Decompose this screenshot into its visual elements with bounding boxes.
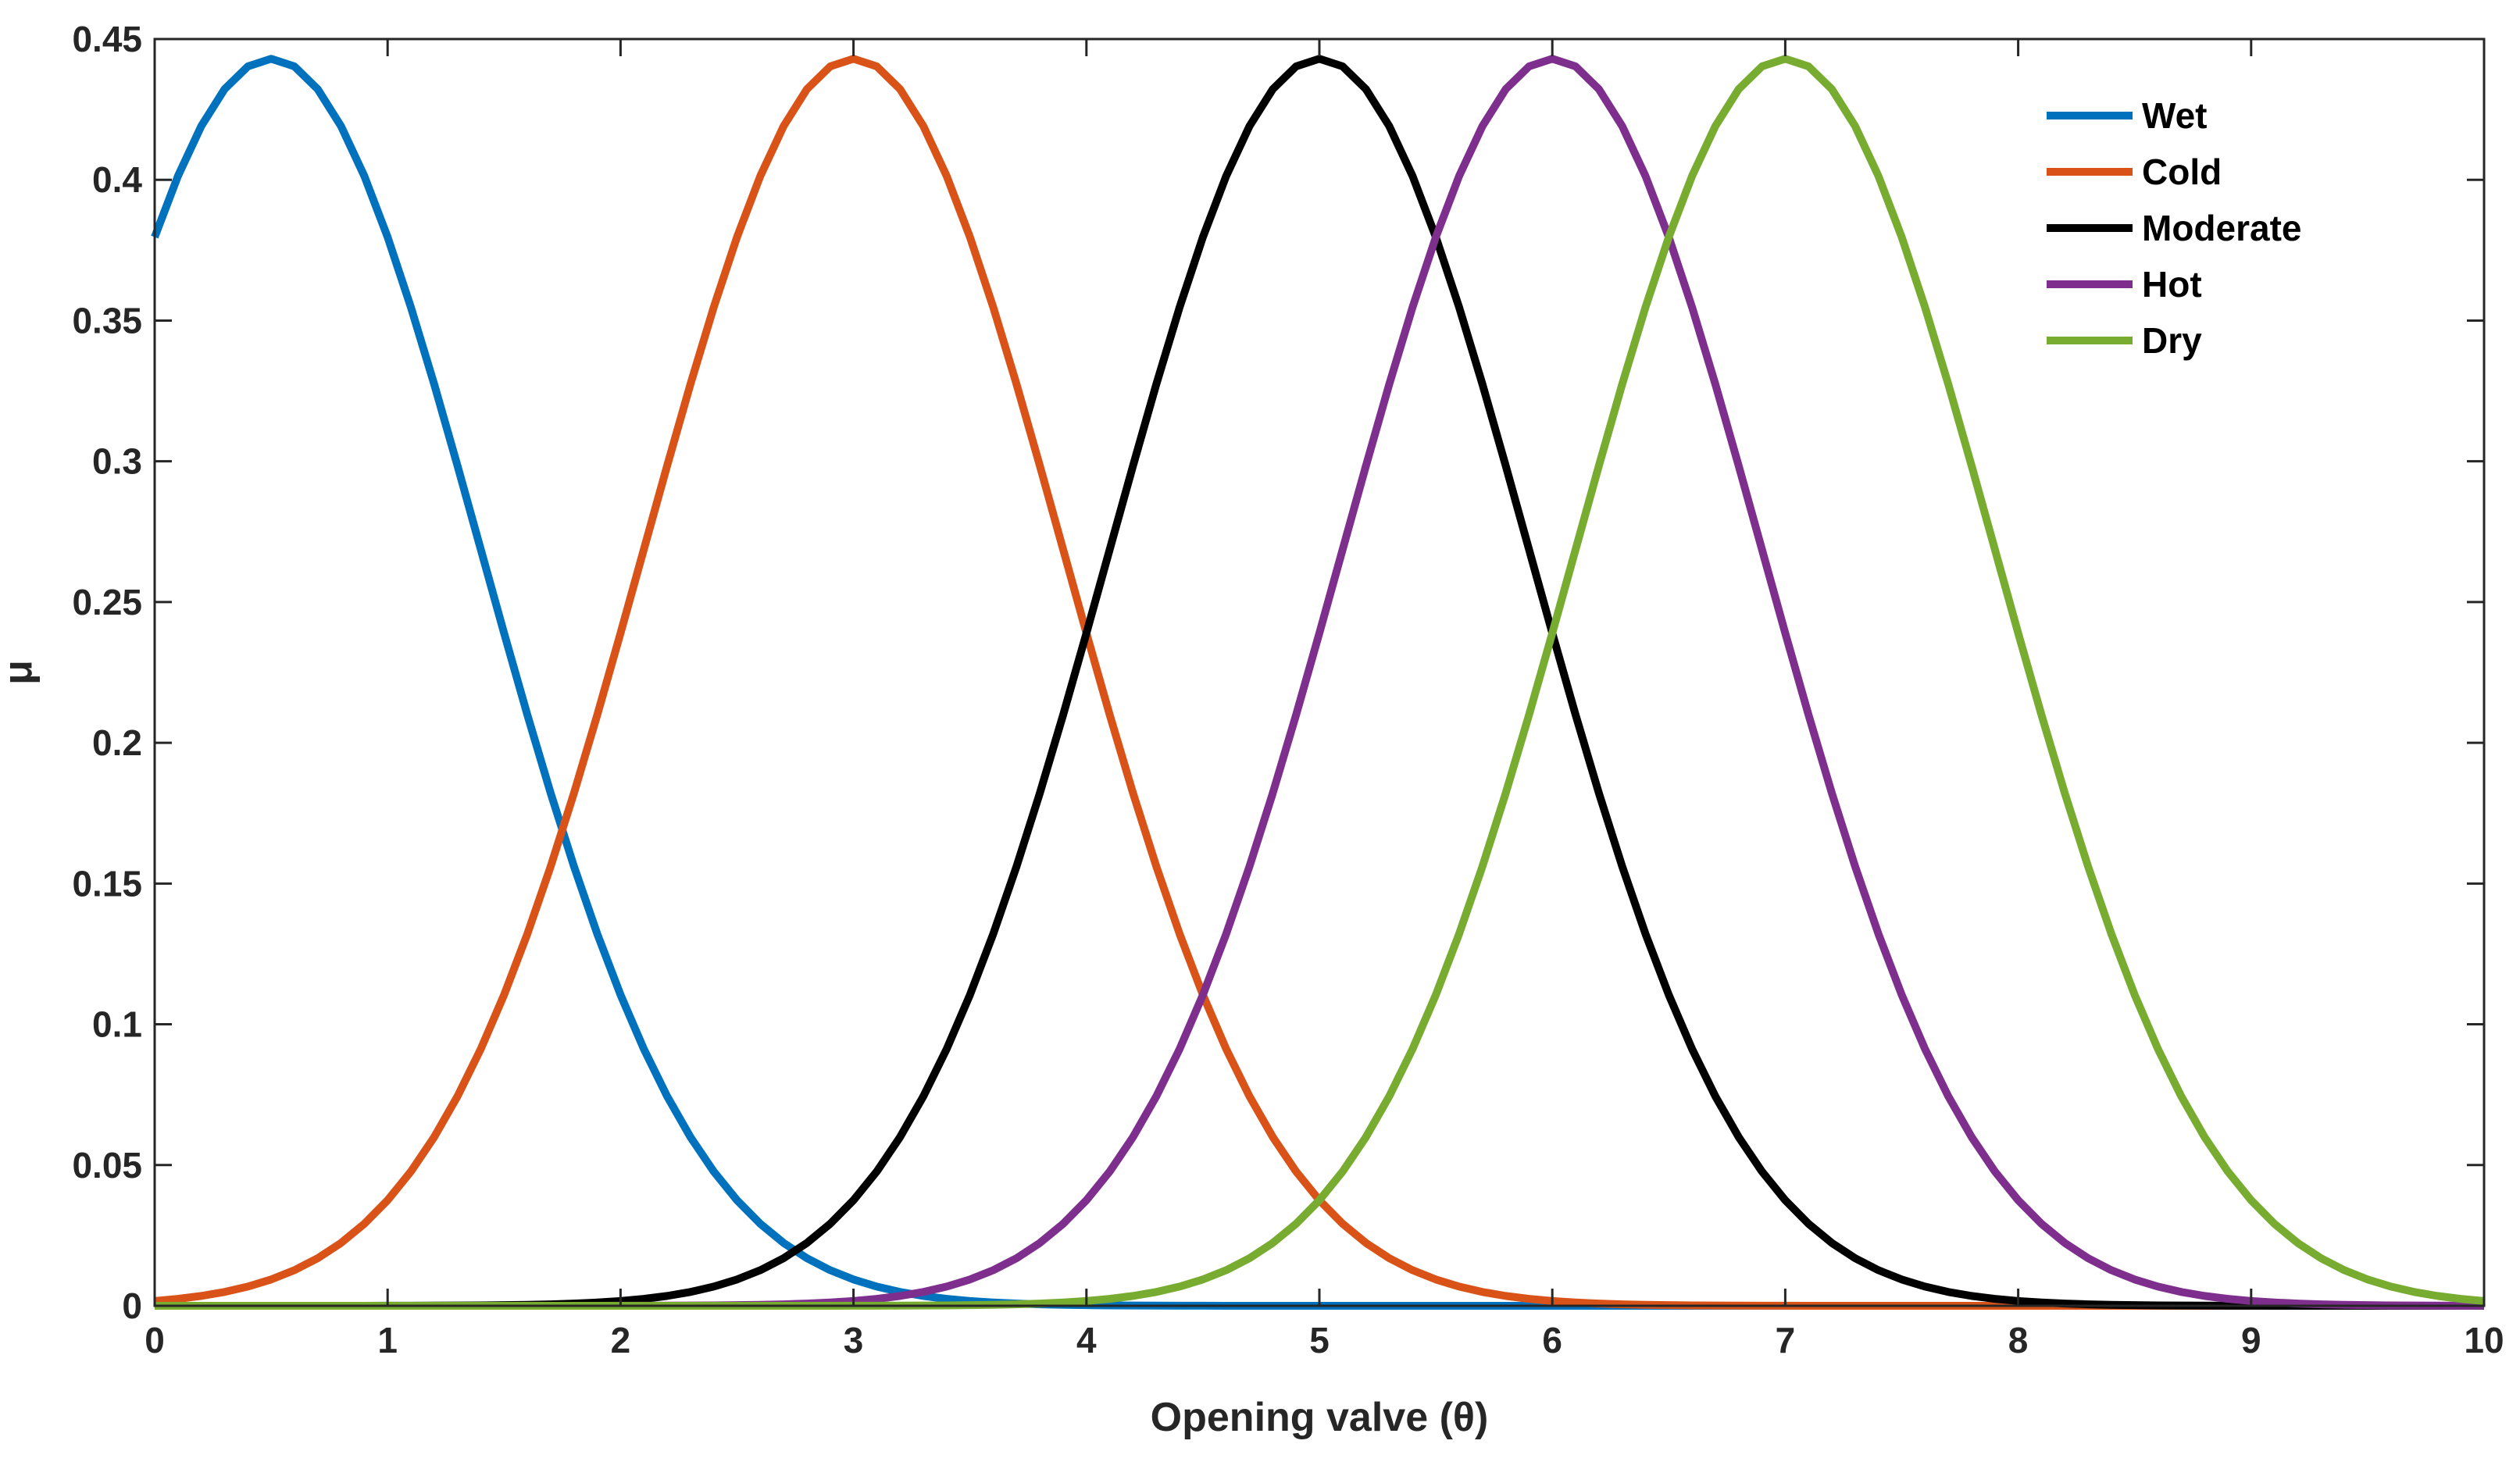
y-tick-label: 0.25 (72, 582, 142, 622)
y-tick-label: 0.05 (72, 1145, 142, 1186)
x-tick-label: 3 (844, 1320, 864, 1360)
x-tick-label: 0 (145, 1320, 165, 1360)
y-axis-label: μ (0, 660, 41, 685)
legend-label-dry: Dry (2142, 320, 2202, 361)
y-tick-label: 0.15 (72, 863, 142, 904)
y-tick-label: 0.35 (72, 300, 142, 341)
legend-label-wet: Wet (2142, 95, 2208, 136)
legend-label-hot: Hot (2142, 264, 2202, 305)
y-tick-label: 0.3 (92, 441, 142, 482)
ticks-layer (153, 37, 2486, 1307)
x-axis-label: Opening valve (θ) (1151, 1395, 1489, 1440)
x-tick-label: 8 (2008, 1320, 2029, 1360)
x-tick-label: 7 (1776, 1320, 1796, 1360)
y-tick-label: 0.1 (92, 1004, 142, 1045)
y-tick-label: 0 (122, 1285, 142, 1326)
x-tick-label: 5 (1309, 1320, 1330, 1360)
legend-label-cold: Cold (2142, 152, 2222, 192)
y-tick-label: 0.45 (72, 19, 142, 59)
y-tick-labels: 0 0.05 0.1 0.15 0.2 0.25 0.3 0.35 0.4 0.45 (72, 19, 142, 1326)
x-tick-label: 9 (2241, 1320, 2261, 1360)
x-tick-labels: 0 1 2 3 4 5 6 7 8 9 10 (145, 1320, 2504, 1360)
y-tick-label: 0.4 (92, 159, 142, 200)
x-tick-label: 6 (1542, 1320, 1562, 1360)
x-tick-label: 2 (611, 1320, 631, 1360)
y-tick-label: 0.2 (92, 722, 142, 763)
x-tick-label: 1 (377, 1320, 398, 1360)
legend: Wet Cold Moderate Hot Dry (2034, 80, 2362, 384)
x-tick-label: 10 (2464, 1320, 2504, 1360)
legend-label-moderate: Moderate (2142, 208, 2301, 248)
x-tick-label: 4 (1076, 1320, 1097, 1360)
